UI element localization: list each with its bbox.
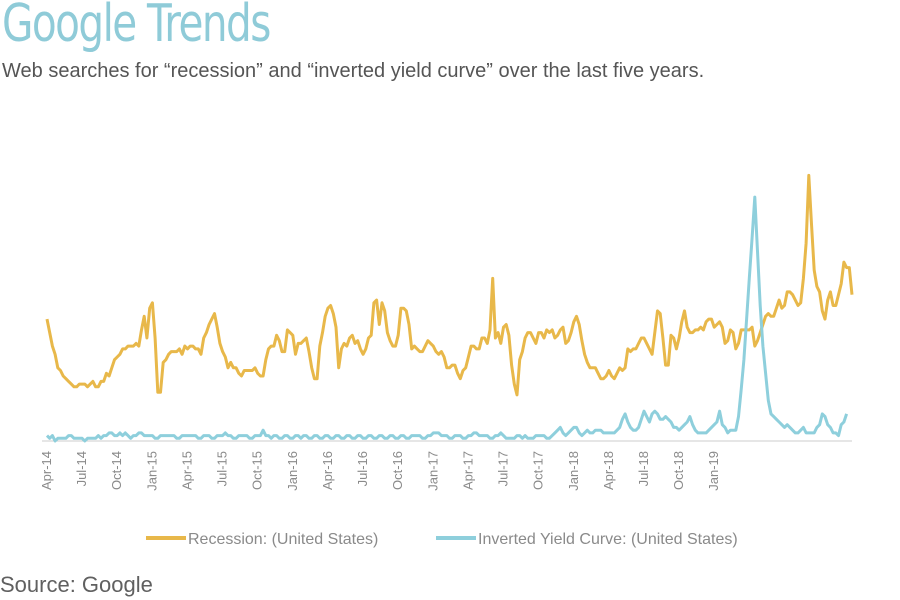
legend-label-recession: Recession: (United States) [188,531,378,548]
x-tick-label: Jul-18 [636,451,651,486]
series-inverted-line [45,195,849,443]
trend-chart: Apr-14 Jul-14 Oct-14 Jan-15 Apr-15 Jul-15 Oct-… [39,173,854,548]
x-tick-label: Jan-18 [566,451,581,491]
source-note: Source: Google [0,572,153,597]
x-tick-label: Oct-14 [109,451,124,490]
x-tick-label: Oct-17 [531,451,546,490]
legend-label-inverted: Inverted Yield Curve: (United States) [478,531,738,548]
x-tick-label: Jan-19 [706,451,721,491]
x-tick-label: Jan-16 [285,451,300,491]
x-tick-label: Jan-15 [144,451,159,491]
x-tick-label: Apr-17 [460,451,475,490]
x-tick-label: Oct-15 [250,451,265,490]
x-tick-label: Apr-15 [180,451,195,490]
x-tick-label: Oct-18 [671,451,686,490]
x-tick-label: Jul-16 [355,451,370,486]
x-tick-label: Jul-14 [74,451,89,486]
series-lines [45,173,854,443]
page-title: Google Trends [2,0,271,54]
legend-item-inverted: Inverted Yield Curve: (United States) [436,531,738,548]
x-tick-label: Apr-16 [320,451,335,490]
x-tick-label: Apr-18 [601,451,616,490]
x-tick-label: Apr-14 [39,451,54,490]
x-tick-label: Jul-17 [496,451,511,486]
legend-item-recession: Recession: (United States) [146,531,378,548]
x-tick-label: Jan-17 [425,451,440,491]
legend: Recession: (United States) Inverted Yiel… [146,531,738,548]
page-subtitle: Web searches for “recession” and “invert… [2,60,705,82]
series-recession-line [45,173,854,397]
x-tick-label: Oct-16 [390,451,405,490]
x-axis-ticks: Apr-14 Jul-14 Oct-14 Jan-15 Apr-15 Jul-15 Oct-… [39,451,721,491]
x-tick-label: Jul-15 [215,451,230,486]
